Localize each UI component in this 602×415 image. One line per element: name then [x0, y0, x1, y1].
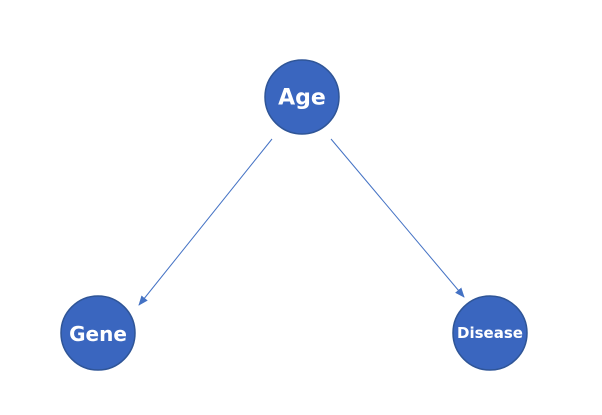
node-disease-label: Disease — [457, 324, 523, 342]
node-age-label: Age — [278, 86, 326, 111]
node-age-circle — [264, 59, 340, 135]
edge-age-to-gene — [138, 138, 273, 306]
node-gene-label: Gene — [69, 322, 127, 346]
node-age: Age — [264, 59, 340, 135]
node-disease-circle — [452, 295, 528, 371]
edge-age-to-disease — [330, 138, 465, 298]
node-gene-circle — [60, 295, 136, 371]
node-disease: Disease — [452, 295, 528, 371]
node-gene: Gene — [60, 295, 136, 371]
